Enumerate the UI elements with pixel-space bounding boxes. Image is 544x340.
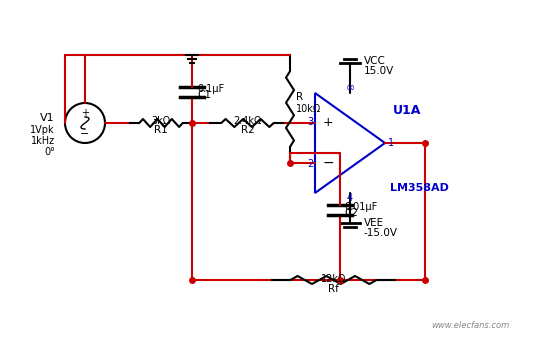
Text: R: R xyxy=(296,92,303,102)
Text: 1Vpk: 1Vpk xyxy=(30,125,55,135)
Text: C2: C2 xyxy=(345,208,358,218)
Text: R1: R1 xyxy=(154,125,168,135)
Text: 10kΩ: 10kΩ xyxy=(296,104,322,114)
Text: 2: 2 xyxy=(307,159,313,169)
Text: VEE: VEE xyxy=(364,218,384,228)
Text: ∞: ∞ xyxy=(345,83,355,93)
Text: 2.4kΩ: 2.4kΩ xyxy=(233,116,262,126)
Text: 12kΩ: 12kΩ xyxy=(321,274,346,284)
Text: 3kΩ: 3kΩ xyxy=(151,116,171,126)
Text: Rf: Rf xyxy=(328,284,339,294)
Text: R2: R2 xyxy=(240,125,255,135)
Text: 0°: 0° xyxy=(44,147,55,157)
Text: 0.01μF: 0.01μF xyxy=(345,202,378,212)
Text: 0.1μF: 0.1μF xyxy=(197,84,224,95)
Text: +: + xyxy=(323,117,333,130)
Text: +: + xyxy=(81,108,89,118)
Text: www.elecfans.com: www.elecfans.com xyxy=(431,321,509,329)
Text: C1: C1 xyxy=(197,90,211,100)
Text: 1kHz: 1kHz xyxy=(31,136,55,146)
Text: U1A: U1A xyxy=(393,104,422,118)
Text: LM358AD: LM358AD xyxy=(390,183,449,193)
Text: VCC: VCC xyxy=(364,56,386,66)
Text: 1: 1 xyxy=(388,138,394,148)
Text: -15.0V: -15.0V xyxy=(364,228,398,238)
Text: V1: V1 xyxy=(40,113,55,123)
Text: −: − xyxy=(81,129,90,139)
Text: −: − xyxy=(323,156,335,170)
Text: 4: 4 xyxy=(347,193,353,203)
Text: 15.0V: 15.0V xyxy=(364,66,394,76)
Text: 3: 3 xyxy=(307,117,313,127)
